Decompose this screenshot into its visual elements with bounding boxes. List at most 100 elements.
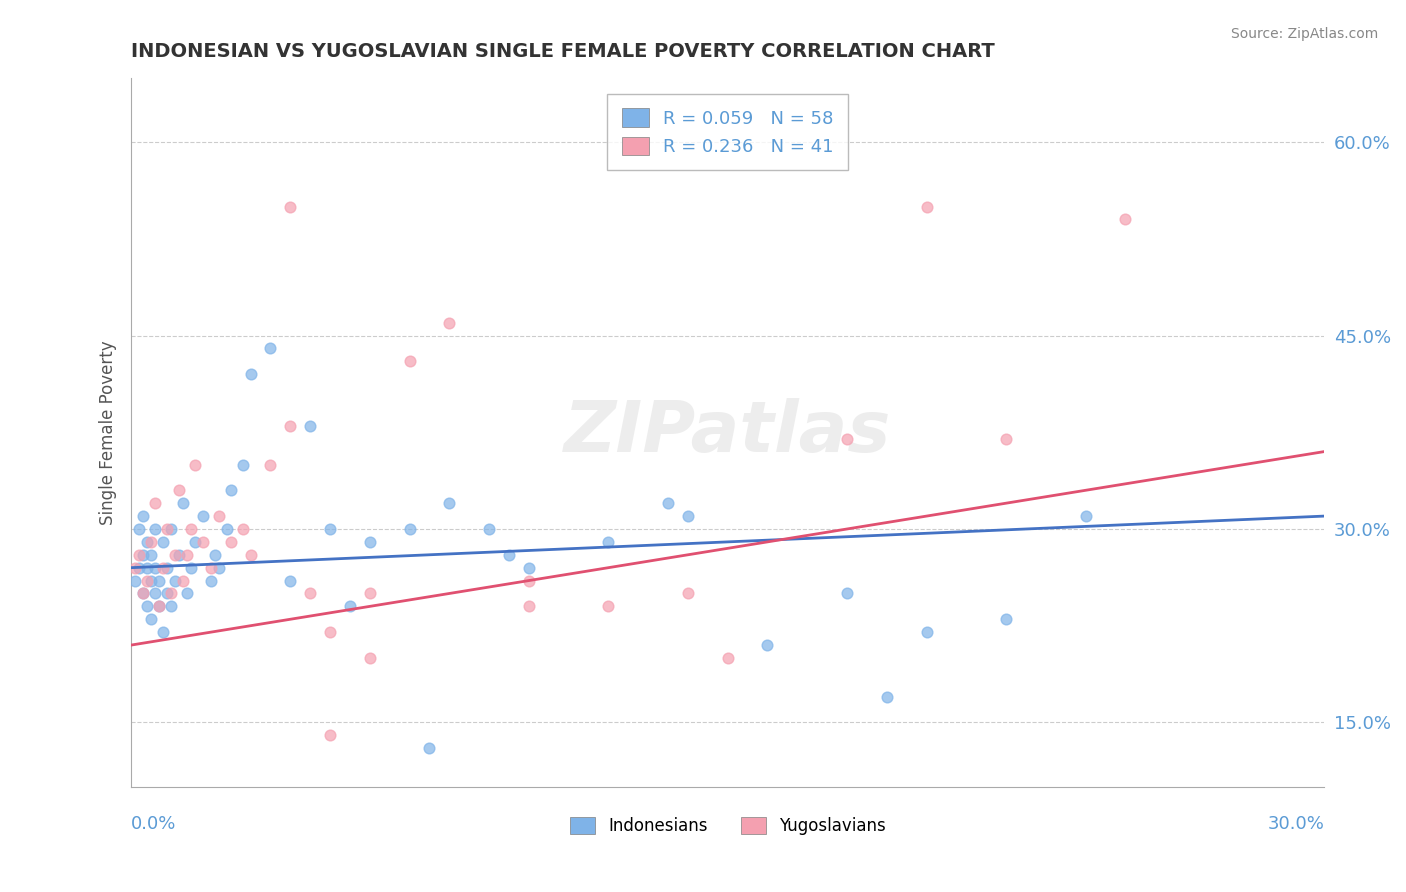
Point [439,316,461,330]
Point [139,574,162,588]
Point [191,534,214,549]
Point [676,586,699,600]
Point [517,560,540,574]
Point [598,534,620,549]
Point [232,522,254,536]
Point [835,586,858,600]
Point [876,690,898,704]
Point [160,586,183,600]
Point [398,522,420,536]
Point [152,534,174,549]
Point [160,522,183,536]
Point [359,651,381,665]
Point [172,574,194,588]
Point [204,548,226,562]
Point [239,548,262,562]
Point [995,432,1018,446]
Point [717,651,740,665]
Point [278,418,301,433]
Point [139,612,162,626]
Point [180,522,202,536]
Point [124,560,146,574]
Point [156,560,179,574]
Point [756,638,779,652]
Point [148,599,170,614]
Point [124,574,146,588]
Point [176,586,198,600]
Point [478,522,501,536]
Point [136,560,159,574]
Point [439,496,461,510]
Point [163,574,186,588]
Point [995,612,1018,626]
Point [359,534,381,549]
Point [156,586,179,600]
Point [136,534,159,549]
Point [163,548,186,562]
Point [132,586,155,600]
Point [128,548,150,562]
Point [676,509,699,524]
Point [219,483,242,498]
Point [132,586,155,600]
Point [160,599,183,614]
Point [319,728,342,742]
Point [139,548,162,562]
Point [143,522,166,536]
Point [167,483,190,498]
Point [239,368,262,382]
Point [299,586,322,600]
Point [180,560,202,574]
Legend: R = 0.059   N = 58, R = 0.236   N = 41: R = 0.059 N = 58, R = 0.236 N = 41 [607,94,848,170]
Point [136,599,159,614]
Text: ZIPatlas: ZIPatlas [564,398,891,467]
Point [319,522,342,536]
Point [191,509,214,524]
Point [132,548,155,562]
Text: Source: ZipAtlas.com: Source: ZipAtlas.com [1230,27,1378,41]
Point [176,548,198,562]
Point [517,599,540,614]
Y-axis label: Single Female Poverty: Single Female Poverty [100,340,117,524]
Point [136,574,159,588]
Point [278,200,301,214]
Point [359,586,381,600]
Point [1074,509,1097,524]
Point [319,625,342,640]
Point [143,586,166,600]
Point [1114,212,1136,227]
Point [143,496,166,510]
Text: INDONESIAN VS YUGOSLAVIAN SINGLE FEMALE POVERTY CORRELATION CHART: INDONESIAN VS YUGOSLAVIAN SINGLE FEMALE … [131,42,995,61]
Point [167,548,190,562]
Point [517,574,540,588]
Point [915,625,938,640]
Point [835,432,858,446]
Point [139,534,162,549]
Point [152,625,174,640]
Point [398,354,420,368]
Point [915,200,938,214]
Point [200,574,222,588]
Point [215,522,238,536]
Text: 0.0%: 0.0% [131,815,177,833]
Point [219,534,242,549]
Point [148,599,170,614]
Point [172,496,194,510]
Point [184,534,207,549]
Point [152,560,174,574]
Point [418,741,440,756]
Point [128,522,150,536]
Point [184,458,207,472]
Point [498,548,520,562]
Point [132,509,155,524]
Point [148,574,170,588]
Point [128,560,150,574]
Point [156,522,179,536]
Point [208,509,231,524]
Point [200,560,222,574]
Text: 30.0%: 30.0% [1267,815,1324,833]
Point [299,418,322,433]
Point [657,496,679,510]
Point [278,574,301,588]
Point [208,560,231,574]
